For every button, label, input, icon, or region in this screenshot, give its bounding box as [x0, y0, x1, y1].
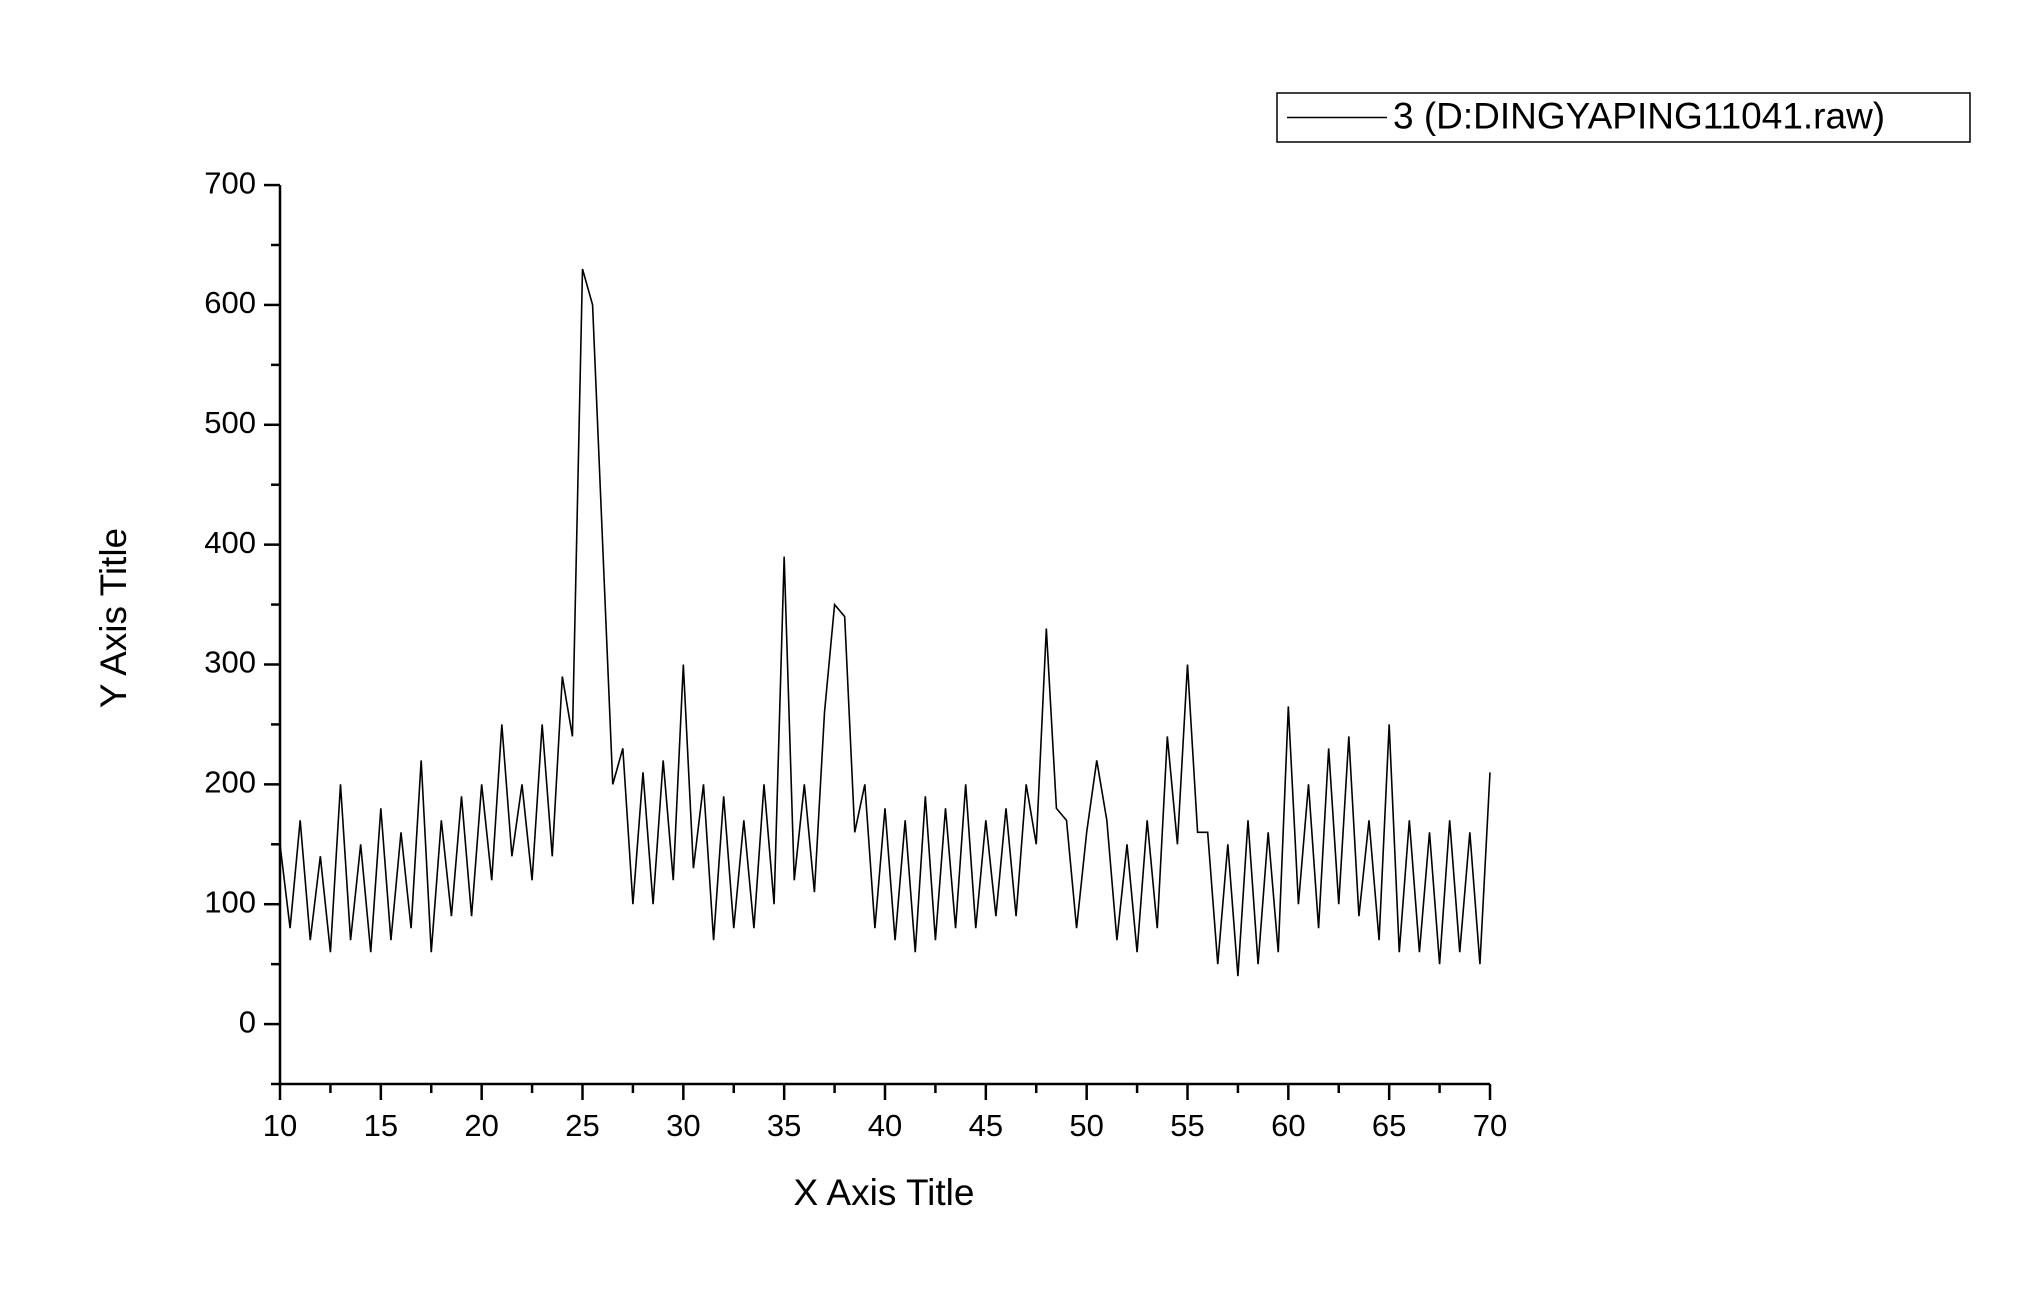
- x-tick-label: 30: [666, 1108, 700, 1143]
- x-tick-label: 40: [868, 1108, 902, 1143]
- x-tick-label: 10: [263, 1108, 297, 1143]
- y-tick-label: 600: [204, 285, 256, 320]
- x-tick-label: 45: [969, 1108, 1003, 1143]
- x-tick-label: 70: [1473, 1108, 1507, 1143]
- y-tick-label: 700: [204, 165, 256, 200]
- x-tick-label: 65: [1372, 1108, 1406, 1143]
- x-tick-label: 15: [364, 1108, 398, 1143]
- legend-box: [1276, 92, 1971, 143]
- x-tick-label: 20: [464, 1108, 498, 1143]
- y-axis-title: Y Axis Title: [93, 528, 134, 708]
- y-tick-label: 0: [239, 1004, 256, 1039]
- y-tick-label: 400: [204, 525, 256, 560]
- y-tick-label: 200: [204, 765, 256, 800]
- x-tick-label: 50: [1069, 1108, 1103, 1143]
- y-tick-label: 100: [204, 884, 256, 919]
- x-tick-label: 35: [767, 1108, 801, 1143]
- y-tick-label: 300: [204, 645, 256, 680]
- x-tick-label: 55: [1170, 1108, 1204, 1143]
- x-tick-label: 60: [1271, 1108, 1305, 1143]
- data-line: [279, 268, 1491, 977]
- y-tick-label: 500: [204, 405, 256, 440]
- x-tick-label: 25: [565, 1108, 599, 1143]
- x-axis-title: X Axis Title: [794, 1172, 975, 1213]
- legend-label: 3 (D:DINGYAPING11041.raw): [1393, 95, 1885, 136]
